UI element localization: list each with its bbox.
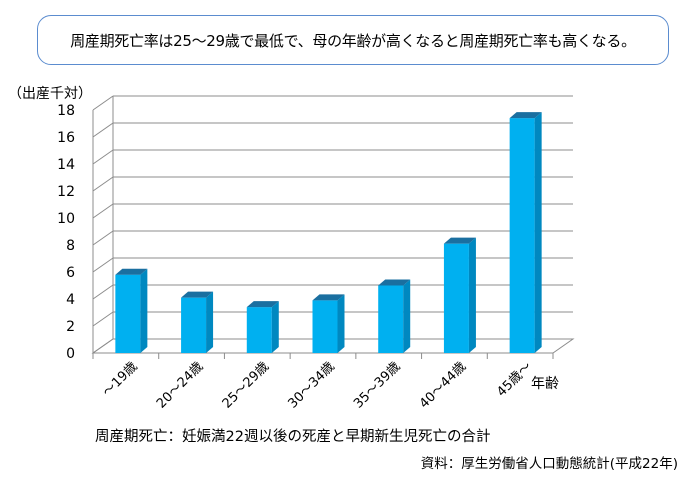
y-tick-label: 16 (57, 130, 75, 146)
bar-front (509, 118, 535, 353)
bar (246, 301, 279, 353)
bar-front (181, 297, 207, 353)
x-axis-ticks: ～19歳 20～24歳 25～29歳 30～34歳 35～39歳 40～44歳 45歳～ (100, 359, 535, 411)
gridline-side (92, 230, 114, 246)
bar-top (509, 112, 542, 119)
bar-front (312, 300, 338, 353)
bar (509, 112, 542, 353)
bar-side (140, 268, 148, 353)
y-tick-label: 4 (66, 292, 75, 308)
bar-side (206, 291, 214, 353)
gridline-side (92, 95, 114, 111)
bar-front (246, 307, 272, 353)
bar (181, 291, 214, 353)
gridline-side (92, 203, 114, 219)
gridline-side (92, 284, 114, 300)
x-tick-label: 25～29歳 (220, 359, 272, 411)
bar-top (443, 237, 476, 244)
x-tick-label: 45歳～ (494, 359, 535, 400)
gridline-side (92, 311, 114, 327)
bar (443, 237, 476, 353)
bar-front (115, 274, 141, 353)
bar-side (468, 237, 476, 353)
y-tick-label: 12 (57, 184, 75, 200)
bar-front (378, 285, 404, 353)
bar-side (271, 301, 279, 353)
bar-side (337, 294, 345, 353)
y-tick-label: 18 (57, 103, 75, 119)
y-tick-label: 10 (57, 211, 75, 227)
y-axis-label: （出産千対） (8, 86, 92, 102)
summary-caption-text: 周産期死亡率は25～29歳で最低で、母の年齢が高くなると周産期死亡率も高くなる。 (70, 31, 636, 50)
x-tick-label: ～19歳 (100, 359, 141, 400)
x-tick-label: 30～34歳 (285, 359, 337, 411)
bar-top (181, 291, 214, 298)
gridline-side (92, 176, 114, 192)
bar-front (443, 243, 469, 353)
bar (312, 294, 345, 353)
x-axis-label: 年齢 (531, 376, 559, 392)
bar-top (115, 268, 148, 275)
x-tick-label: 20～24歳 (154, 359, 206, 411)
y-tick-label: 6 (66, 265, 75, 281)
chart-bars (115, 112, 542, 353)
y-tick-label: 8 (66, 238, 75, 254)
bar (115, 268, 148, 353)
x-tick-label: 35～39歳 (351, 359, 403, 411)
bar (378, 279, 411, 353)
y-tick-label: 2 (66, 319, 75, 335)
bar-top (378, 279, 411, 286)
y-axis-ticks: 0 2 4 6 8 10 12 14 16 18 (57, 103, 75, 362)
gridline-side (92, 122, 114, 138)
summary-caption: 周産期死亡率は25～29歳で最低で、母の年齢が高くなると周産期死亡率も高くなる。 (37, 15, 669, 65)
bar-side (534, 112, 542, 353)
footnote: 周産期死亡：妊娠満22週以後の死産と早期新生児死亡の合計 (95, 429, 491, 445)
source-note: 資料：厚生労働省人口動態統計(平成22年) (420, 456, 678, 472)
bar-top (312, 294, 345, 301)
x-tick-label: 40～44歳 (417, 359, 469, 411)
bar-side (403, 279, 411, 353)
y-tick-label: 14 (57, 157, 75, 173)
gridline-side (92, 257, 114, 273)
gridline-side (92, 149, 114, 165)
bar-top (246, 301, 279, 308)
y-tick-label: 0 (66, 346, 75, 362)
